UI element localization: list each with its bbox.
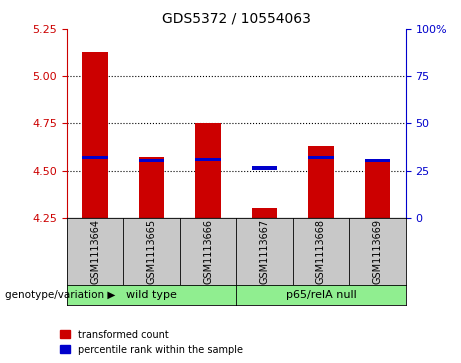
Bar — [139, 159, 164, 162]
Text: GSM1113668: GSM1113668 — [316, 219, 326, 284]
Bar — [308, 156, 334, 159]
Bar — [252, 167, 277, 170]
Bar — [252, 208, 277, 218]
Legend: transformed count, percentile rank within the sample: transformed count, percentile rank withi… — [60, 330, 242, 355]
Title: GDS5372 / 10554063: GDS5372 / 10554063 — [162, 11, 311, 25]
Bar — [365, 161, 390, 218]
Text: wild type: wild type — [126, 290, 177, 300]
Text: GSM1113666: GSM1113666 — [203, 219, 213, 284]
Bar — [195, 158, 221, 161]
Text: GSM1113664: GSM1113664 — [90, 219, 100, 284]
Text: genotype/variation ▶: genotype/variation ▶ — [5, 290, 115, 300]
Bar — [365, 159, 390, 162]
Bar — [83, 52, 108, 218]
Bar — [308, 146, 334, 218]
Text: GSM1113669: GSM1113669 — [372, 219, 383, 284]
Bar — [83, 156, 108, 159]
Bar — [195, 123, 221, 218]
Bar — [139, 158, 164, 218]
Text: GSM1113665: GSM1113665 — [147, 219, 157, 284]
Text: GSM1113667: GSM1113667 — [260, 219, 270, 284]
Text: p65/relA null: p65/relA null — [286, 290, 356, 300]
